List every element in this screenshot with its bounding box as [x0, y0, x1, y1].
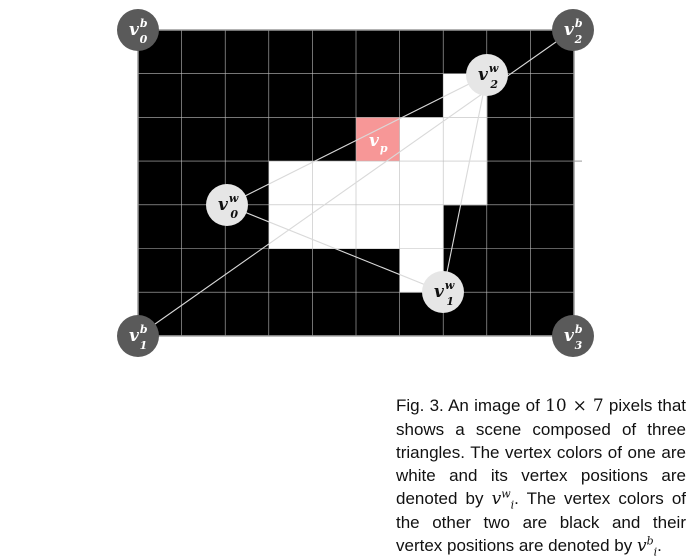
caption-vb-symbol: vbi: [636, 534, 658, 558]
svg-text:vb0: vb 0: [129, 17, 148, 46]
vertex-markers: vb 0 vb 1 vb 2 vb 3 vw 0 vw 1 vw 2 vp: [117, 9, 594, 357]
vertex-vp: vp: [369, 131, 388, 155]
vertex-circle: [422, 271, 464, 313]
filled-pixel: [356, 161, 401, 206]
svg-text:vb3: vb 3: [564, 323, 583, 352]
filled-pixel: [399, 161, 444, 206]
image-border: [137, 29, 575, 337]
svg-text:vw0: vw 0: [218, 192, 239, 221]
highlighted-pixel: [356, 117, 401, 162]
filled-pixel: [312, 204, 357, 249]
vertex-circle: [206, 184, 248, 226]
filled-pixel: [312, 161, 357, 206]
svg-text:vp: vp: [369, 131, 388, 155]
vertex-v2b: vb 2: [552, 9, 594, 51]
svg-text:vw1: vw 1: [434, 279, 455, 308]
svg-text:vb1: vb 1: [129, 323, 148, 352]
filled-pixel: [443, 117, 488, 162]
vertex-v2w: vw 2: [466, 54, 508, 96]
filled-pixel: [399, 117, 444, 162]
vertex-v0w: vw 0: [206, 184, 248, 226]
filled-pixel: [399, 204, 444, 249]
figure-canvas: vb 0 vb 1 vb 2 vb 3 vw 0 vw 1 vw 2 vp: [117, 9, 594, 357]
vertex-circle: [117, 315, 159, 357]
svg-text:vw2: vw 2: [478, 62, 499, 91]
vertex-v1w: vw 1: [422, 271, 464, 313]
vertex-v3b: vb 3: [552, 315, 594, 357]
vertex-v0b: vb 0: [117, 9, 159, 51]
svg-text:vb2: vb 2: [564, 17, 583, 46]
filled-pixel: [356, 204, 401, 249]
vertex-circle: [117, 9, 159, 51]
filled-pixel: [268, 161, 313, 206]
triangle-edge: [442, 74, 488, 293]
triangle-edge: [226, 204, 444, 293]
vertex-circle: [552, 9, 594, 51]
vertex-circle: [552, 315, 594, 357]
vertex-v1b: vb 1: [117, 315, 159, 357]
triangle-edge: [226, 74, 488, 206]
figure-caption: Fig. 3. An image of 10 × 7 pixels that s…: [396, 396, 687, 558]
filled-pixel: [268, 204, 313, 249]
vertex-circle: [466, 54, 508, 96]
pixel-grid-figure: vb 0 vb 1 vb 2 vb 3 vw 0 vw 1 vw 2 vp: [117, 9, 594, 357]
caption-vw-symbol: vwi: [491, 487, 515, 512]
